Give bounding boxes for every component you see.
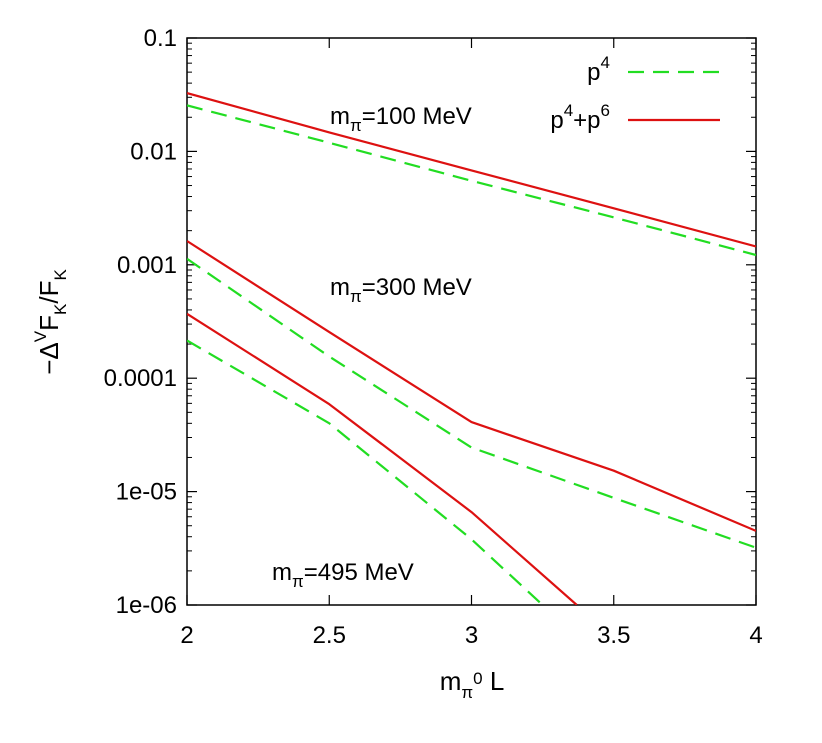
annotation-1: mπ=300 MeV	[330, 274, 472, 306]
x-tick-label: 2.5	[313, 622, 346, 649]
legend-label-0: p4	[587, 53, 610, 86]
annotation-2: mπ=495 MeV	[272, 559, 414, 591]
annotation-sub: π	[292, 572, 304, 591]
series-line-1	[187, 92, 756, 248]
annotation-main: m	[272, 559, 292, 586]
x-tick-label: 3	[465, 622, 478, 649]
series-line-5	[187, 312, 578, 605]
series-line-4	[187, 339, 544, 605]
annotation-main: m	[330, 274, 350, 301]
legend: p4 p4+p6	[550, 53, 720, 134]
annotation-tail: =495 MeV	[304, 559, 414, 586]
x-axis-title: mπ0 L	[440, 666, 505, 702]
x-tick-label: 4	[749, 622, 762, 649]
x-tick-label: 3.5	[597, 622, 630, 649]
annotation-sub: π	[350, 116, 362, 135]
annotation-sub: π	[350, 287, 362, 306]
y-tick-label: 0.001	[117, 252, 177, 279]
axis-ticks: 2 2.5 3 3.5 4 0.1 0.01 0.001 0.0001 1e-05 1e-06	[104, 25, 763, 649]
y-tick-label: 1e-06	[116, 592, 177, 619]
y-tick-label: 1e-05	[116, 479, 177, 506]
y-tick-label: 0.1	[144, 25, 177, 52]
annotation-tail: =100 MeV	[362, 103, 472, 130]
series-line-0	[187, 104, 756, 257]
y-axis-title: −ΔVFK/FK	[31, 269, 70, 375]
legend-label-1: p4+p6	[550, 101, 610, 134]
series-line-2	[187, 257, 756, 549]
annotation-tail: =300 MeV	[362, 274, 472, 301]
annotation-main: m	[330, 103, 350, 130]
x-tick-label: 2	[180, 622, 193, 649]
series-layer	[187, 92, 756, 605]
y-tick-label: 0.01	[130, 138, 177, 165]
annotation-0: mπ=100 MeV	[330, 103, 472, 135]
y-tick-label: 0.0001	[104, 365, 177, 392]
series-line-3	[187, 240, 756, 532]
